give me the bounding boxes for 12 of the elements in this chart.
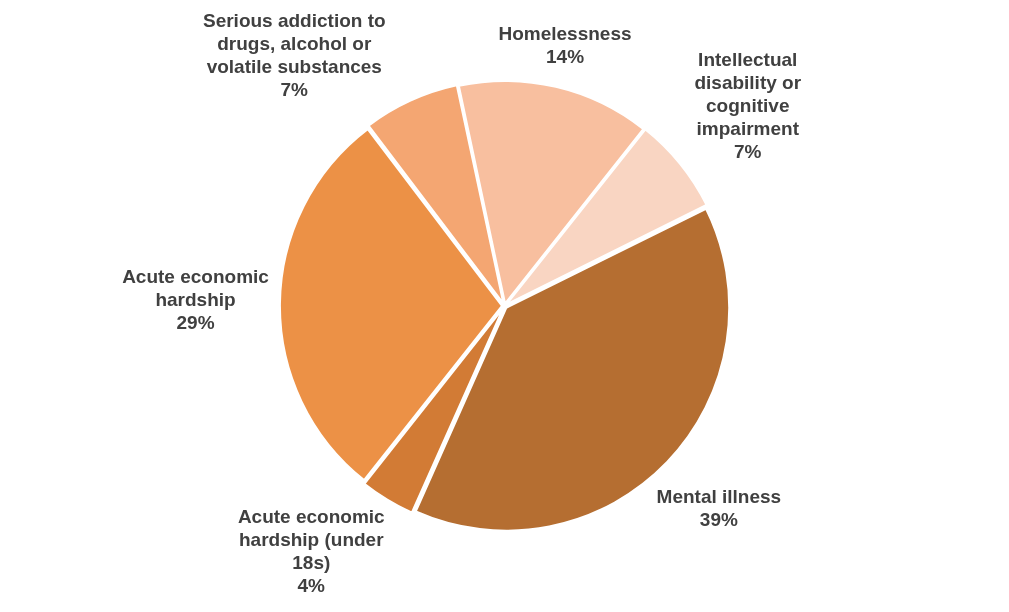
slice-label: Serious addiction to drugs, alcohol or volatile substances	[202, 9, 386, 77]
data-label: 14%	[546, 45, 585, 67]
slice-label: Mental illness	[656, 486, 782, 508]
data-label: 7%	[280, 78, 309, 100]
slice-label: Acute economic hardship	[122, 266, 270, 310]
slice-label: Intellectual disability or cognitive impairment	[694, 49, 802, 140]
data-label: 7%	[734, 141, 762, 163]
data-label: 4%	[297, 574, 326, 596]
slice-label: Acute economic hardship (under 18s)	[237, 505, 386, 573]
data-label: 39%	[699, 509, 738, 531]
data-label: 29%	[176, 312, 215, 333]
slice-label: Homelessness	[498, 22, 632, 44]
